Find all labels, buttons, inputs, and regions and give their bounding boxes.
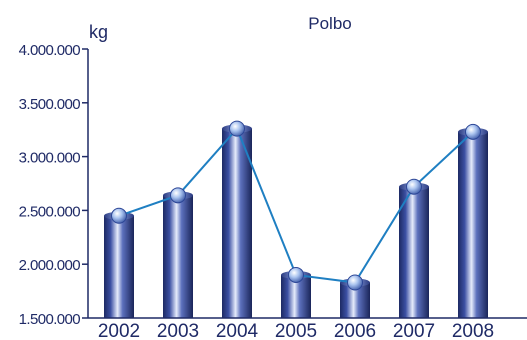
data-point-marker	[347, 274, 363, 291]
y-tick-label: 3.000.000	[19, 150, 81, 167]
x-axis-ticks: 2002 2003 2004 2005 2006 2007 2008	[98, 321, 494, 340]
x-tick-label: 2004	[216, 321, 259, 340]
y-tick-label: 1.500.000	[19, 311, 81, 328]
y-tick-label: 2.500.000	[19, 203, 81, 220]
bar	[399, 186, 429, 318]
data-point-marker	[170, 187, 186, 204]
y-axis-unit-label: kg	[89, 22, 108, 42]
y-tick-label: 4.000.000	[19, 42, 81, 59]
bars	[104, 124, 488, 318]
data-point-marker	[229, 120, 245, 137]
x-tick-label: 2005	[275, 321, 317, 340]
data-point-marker	[465, 123, 481, 140]
chart-title: Polbo	[308, 14, 351, 33]
data-point-marker	[288, 266, 304, 283]
bar	[104, 215, 134, 318]
markers	[111, 120, 481, 291]
bar	[163, 195, 193, 318]
data-point-marker	[111, 207, 127, 224]
x-tick-label: 2006	[334, 321, 376, 340]
bar	[458, 131, 488, 318]
bar	[222, 128, 252, 318]
x-tick-label: 2002	[98, 321, 140, 340]
y-tick-label: 2.000.000	[19, 257, 81, 274]
x-tick-label: 2007	[393, 321, 435, 340]
y-axis-ticks: 1.500.000 2.000.000 2.500.000 3.000.000 3.50…	[19, 42, 88, 328]
data-point-marker	[406, 178, 422, 195]
x-tick-label: 2003	[157, 321, 199, 340]
x-tick-label: 2008	[452, 321, 494, 340]
y-tick-label: 3.500.000	[19, 96, 81, 113]
